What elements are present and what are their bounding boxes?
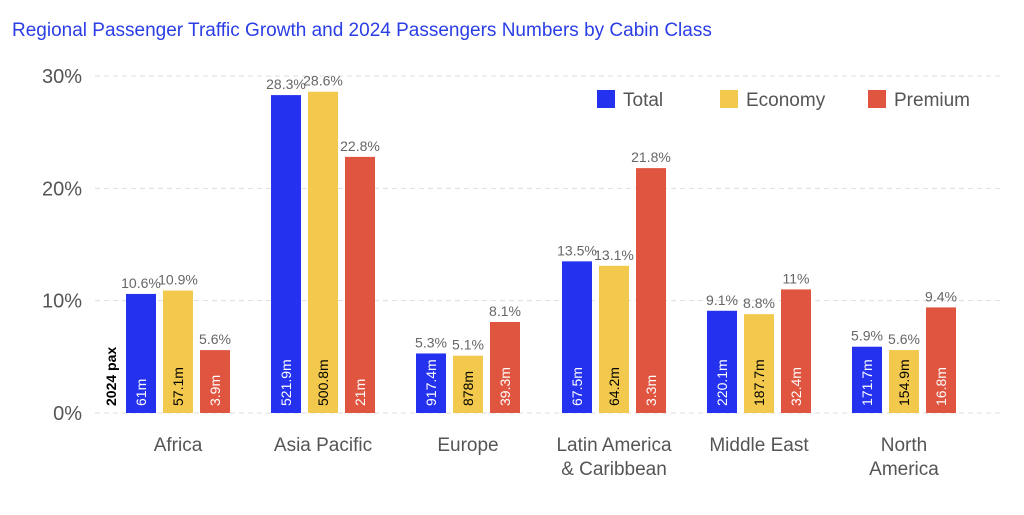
data-label: 28.6% (303, 73, 343, 89)
pax-label: 67.5m (569, 367, 585, 406)
bar-total (852, 346, 882, 413)
pax-label: 220.1m (714, 359, 730, 406)
pax-label: 64.2m (606, 367, 622, 406)
bar-premium (200, 350, 230, 413)
bar-economy (744, 314, 774, 413)
pax-label: 187.7m (751, 359, 767, 406)
pax-label: 171.7m (859, 359, 875, 406)
x-tick-label: North (881, 435, 927, 456)
x-tick-label: & Caribbean (561, 459, 667, 480)
pax-label: 39.3m (497, 367, 513, 406)
data-label: 8.8% (743, 295, 775, 311)
y-tick-label: 30% (42, 66, 82, 88)
bar-economy (889, 350, 919, 413)
bar-total (126, 293, 156, 413)
data-label: 13.5% (557, 242, 597, 258)
data-label: 10.6% (121, 275, 161, 291)
pax-label: 878m (460, 371, 476, 406)
legend-swatch-premium (868, 90, 886, 108)
y-tick-label: 20% (42, 178, 82, 200)
data-label: 22.8% (340, 138, 380, 154)
legend-label: Economy (746, 90, 826, 111)
data-label: 5.3% (415, 334, 447, 350)
pax-label: 16.8m (933, 367, 949, 406)
data-label: 9.4% (925, 288, 957, 304)
bar-economy (599, 265, 629, 413)
x-tick-label: Africa (154, 435, 203, 456)
bar-premium (345, 156, 375, 413)
y-tick-label: 0% (53, 403, 82, 425)
x-tick-label: Europe (437, 435, 498, 456)
x-tick-label: Middle East (709, 435, 809, 456)
data-label: 28.3% (266, 76, 306, 92)
data-label: 5.6% (199, 331, 231, 347)
x-tick-label: America (869, 459, 939, 480)
data-label: 10.9% (158, 272, 198, 288)
chart-title: Regional Passenger Traffic Growth and 20… (12, 20, 712, 41)
bar-premium (781, 289, 811, 413)
bar-premium (490, 322, 520, 413)
data-label: 11% (783, 270, 810, 286)
data-label: 8.1% (489, 303, 521, 319)
data-label: 5.1% (452, 337, 484, 353)
y-tick-label: 10% (42, 291, 82, 313)
pax-label: 521.9m (278, 359, 294, 406)
bar-total (416, 353, 446, 413)
bar-economy (163, 290, 193, 413)
legend-swatch-total (597, 90, 615, 108)
bar-economy (453, 355, 483, 413)
legend-label: Total (623, 90, 663, 111)
pax-label: 57.1m (170, 367, 186, 406)
pax-label: 32.4m (788, 367, 804, 406)
bar-premium (926, 307, 956, 413)
data-label: 5.6% (888, 331, 920, 347)
pax-label: 500.8m (315, 359, 331, 406)
bar-premium (636, 168, 666, 413)
bar-total (707, 310, 737, 413)
legend-label: Premium (894, 90, 970, 111)
data-label: 21.8% (631, 149, 671, 165)
pax-axis-label: 2024 pax (103, 347, 119, 406)
pax-label: 3.9m (207, 375, 223, 406)
pax-label: 917.4m (423, 359, 439, 406)
pax-label: 3.3m (643, 375, 659, 406)
bar-economy (308, 91, 338, 413)
data-label: 5.9% (851, 328, 883, 344)
x-tick-label: Latin America (556, 435, 672, 456)
legend-swatch-economy (720, 90, 738, 108)
pax-label: 61m (133, 379, 149, 406)
x-tick-label: Asia Pacific (274, 435, 372, 456)
pax-label: 21m (352, 379, 368, 406)
data-label: 13.1% (594, 247, 634, 263)
bar-total (271, 95, 301, 413)
pax-label: 154.9m (896, 359, 912, 406)
data-label: 9.1% (706, 292, 738, 308)
bar-total (562, 261, 592, 413)
